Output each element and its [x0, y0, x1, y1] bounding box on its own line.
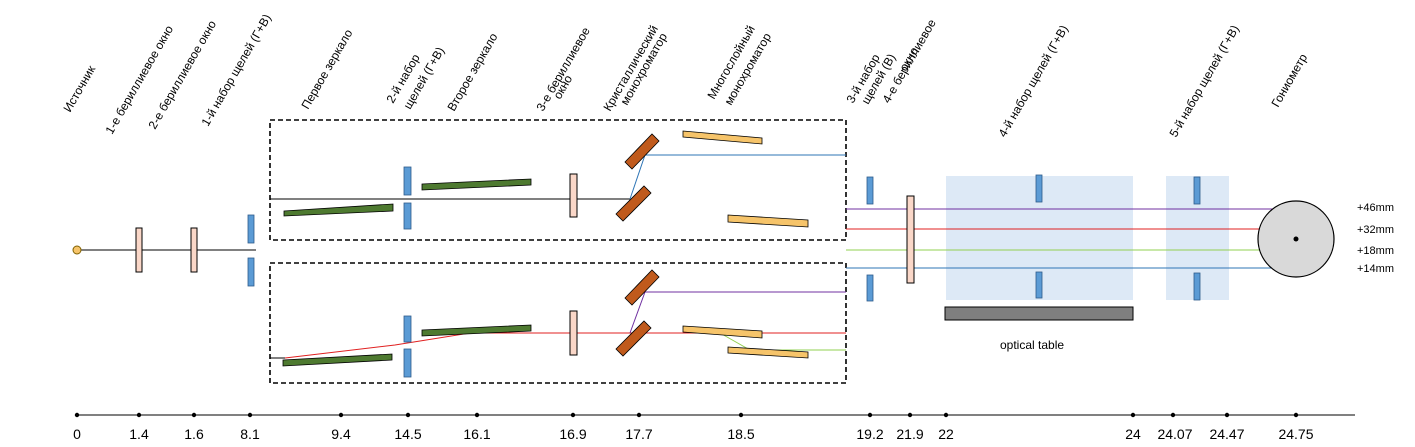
tick-dot [636, 412, 642, 418]
multilayer-lower-2 [727, 346, 809, 359]
beam-lower-purple [629, 291, 846, 334]
tick-dot [74, 412, 80, 418]
tick-dot [1293, 412, 1299, 418]
crystal-upper-2 [615, 185, 652, 222]
tick-label: 14.5 [394, 426, 421, 442]
tick-dot [338, 412, 344, 418]
slits-2-upper-bottom [403, 202, 412, 230]
tick-label: 24.07 [1157, 426, 1192, 442]
be-window-4 [906, 195, 915, 284]
be-window-3-lower [569, 310, 578, 356]
mirror-2-lower [421, 324, 532, 337]
axis-ticks: 0 1.4 1.6 8.1 9.4 14.5 16.1 16.9 17.7 18… [73, 412, 1314, 442]
height-label-46: +46mm [1357, 202, 1394, 214]
be-window-2 [190, 227, 198, 273]
tick-label: 24 [1125, 426, 1141, 442]
tick-label: 17.7 [625, 426, 652, 442]
tick-label: 16.1 [463, 426, 490, 442]
multilayer-upper-2 [727, 214, 809, 228]
slits-2-lower-bottom [403, 348, 412, 378]
label-mirror-2: Второе зеркало [444, 30, 500, 113]
tick-dot [474, 412, 480, 418]
tick-dot [136, 412, 142, 418]
component-labels: Источник 1-е бериллиевое окно 2-е берилл… [60, 12, 1310, 140]
tick-label: 1.6 [184, 426, 204, 442]
crystal-lower-2 [615, 320, 652, 357]
slits-3-top [866, 176, 874, 205]
height-label-18: +18mm [1357, 245, 1394, 257]
be-window-3-upper [569, 173, 578, 218]
tick-dot [867, 412, 873, 418]
slits-4-top [1035, 174, 1043, 203]
slits-4-bottom [1035, 271, 1043, 299]
tick-dot [1224, 412, 1230, 418]
mirror-1-upper [283, 203, 394, 217]
multilayer-lower-1 [682, 325, 763, 339]
lower-dashed-box [269, 262, 847, 384]
tick-dot [191, 412, 197, 418]
slits-1-bottom [247, 257, 255, 287]
tick-label: 9.4 [331, 426, 351, 442]
tick-label: 8.1 [240, 426, 260, 442]
tick-label: 22 [938, 426, 954, 442]
label-mirror-1: Первое зеркало [298, 27, 355, 112]
tick-label: 24.75 [1278, 426, 1313, 442]
label-goniometer: Гониометр [1268, 51, 1310, 109]
beam-lower-red [284, 332, 846, 359]
tick-label: 19.2 [856, 426, 883, 442]
beams [78, 154, 1296, 359]
tick-dot [247, 412, 253, 418]
height-label-32: +32mm [1357, 224, 1394, 236]
label-slits-4: 4-й набор щелей (Г+В) [995, 23, 1071, 140]
source-icon [72, 245, 82, 255]
optical-table [944, 306, 1134, 321]
slits-2-lower-top [403, 315, 412, 343]
slits-5-top [1193, 176, 1201, 205]
slits-3-bottom [866, 274, 874, 302]
optical-table-label: optical table [1000, 338, 1064, 352]
tick-label: 1.4 [129, 426, 149, 442]
tick-dot [738, 412, 744, 418]
tick-dot [907, 412, 913, 418]
goniometer-center [1293, 236, 1299, 242]
tick-dot [570, 412, 576, 418]
tick-label: 24.47 [1209, 426, 1244, 442]
slits-1-top [247, 214, 255, 244]
crystal-upper-1 [624, 133, 660, 170]
beam-upper-mono [629, 154, 846, 200]
slits-5-bottom [1193, 272, 1201, 301]
multilayer-upper-1 [682, 130, 763, 145]
tick-dot [943, 412, 949, 418]
height-label-14: +14mm [1357, 263, 1394, 275]
tick-label: 16.9 [559, 426, 586, 442]
label-be-window-1: 1-е бериллиевое окно [102, 23, 176, 137]
tick-label: 21.9 [896, 426, 923, 442]
tick-label: 0 [73, 426, 81, 442]
mirror-2-upper [421, 178, 532, 191]
mirror-1-lower [282, 353, 393, 367]
be-window-1 [135, 227, 143, 273]
tick-label: 18.5 [727, 426, 754, 442]
upper-dashed-box [269, 119, 847, 241]
tick-dot [405, 412, 411, 418]
slits-2-upper-top [403, 166, 412, 196]
crystal-lower-1 [624, 269, 660, 306]
label-slits-5: 5-й набор щелей (Г+В) [1166, 23, 1242, 140]
tick-dot [1130, 412, 1136, 418]
label-source: Источник [60, 62, 98, 114]
tick-dot [1170, 412, 1176, 418]
